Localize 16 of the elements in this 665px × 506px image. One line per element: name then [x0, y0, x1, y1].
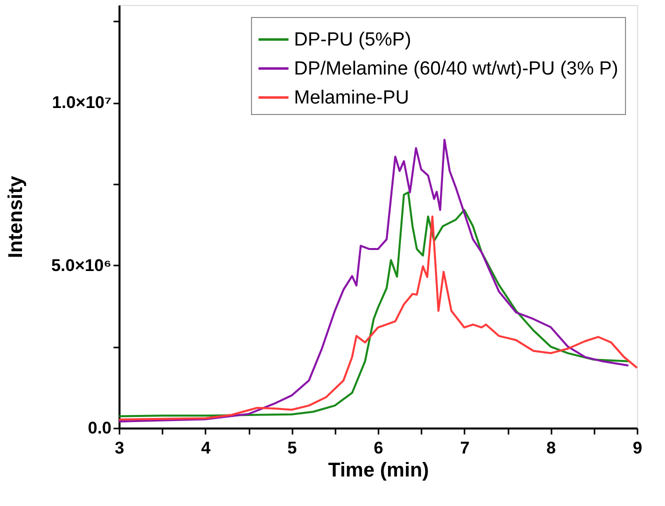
x-tick-label: 3 — [114, 438, 124, 458]
x-tick-label: 5 — [287, 438, 297, 458]
x-tick-label: 6 — [374, 438, 384, 458]
x-tick-label: 9 — [632, 438, 642, 458]
y-tick-label: 5.0×10⁶ — [51, 256, 112, 275]
y-tick-label: 1.0×10⁷ — [52, 93, 112, 112]
legend-label: DP/Melamine (60/40 wt/wt)-PU (3% P) — [294, 58, 618, 80]
y-tick-label: 0.0 — [88, 418, 112, 438]
line-series — [118, 138, 630, 422]
legend-label: Melamine-PU — [294, 88, 410, 108]
x-tick-label: 4 — [201, 438, 212, 458]
x-axis-title: Time (min) — [328, 460, 429, 482]
legend-label: DP-PU (5%P) — [294, 30, 412, 50]
x-tick-label: 8 — [546, 438, 556, 458]
y-axis-title: Intensity — [5, 175, 28, 258]
x-tick-label: 7 — [460, 438, 470, 458]
